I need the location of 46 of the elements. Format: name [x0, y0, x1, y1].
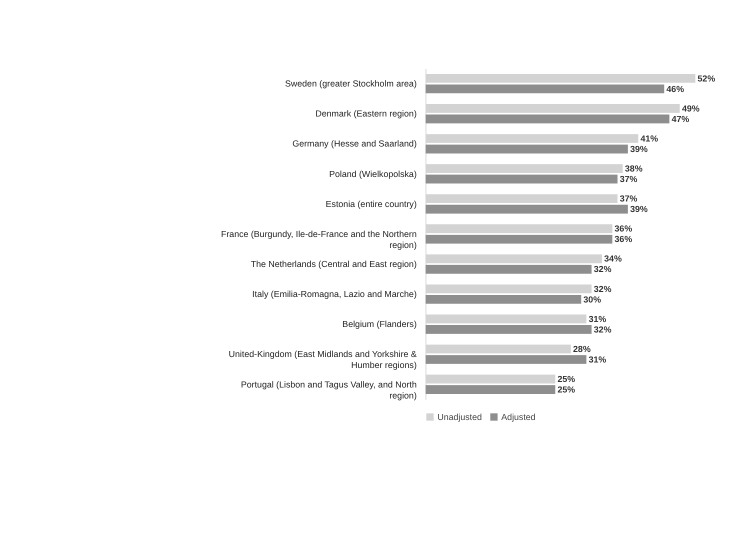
data-label: 36%: [614, 224, 632, 234]
legend-label: Unadjusted: [437, 412, 482, 422]
data-label: 34%: [604, 254, 622, 264]
bar: [426, 294, 582, 304]
data-label: 47%: [672, 114, 690, 124]
bar: [426, 144, 628, 154]
data-label: 31%: [588, 314, 606, 324]
data-label: 31%: [588, 354, 606, 364]
data-label: 36%: [614, 234, 632, 244]
y-tick-label: Estonia (entire country): [326, 198, 417, 209]
bar: [426, 174, 618, 184]
y-tick-label: The Netherlands (Central and East region): [250, 258, 417, 269]
data-label: 49%: [682, 103, 700, 114]
data-label: 38%: [624, 164, 643, 174]
y-tick-label: Germany (Hesse and Saarland): [292, 138, 417, 149]
data-label: 37%: [620, 174, 638, 184]
data-label: 28%: [573, 344, 591, 354]
y-tick-label: United-Kingdom (East Midlands and Yorkshire & Humber regions): [228, 349, 417, 370]
data-label: 32%: [594, 264, 612, 274]
data-label: 32%: [594, 324, 612, 334]
y-tick-label: Italy (Emilia-Romagna, Lazio and Marche): [252, 289, 417, 300]
data-label: 32%: [594, 284, 612, 294]
data-label: 52%: [698, 73, 716, 84]
data-label: 30%: [583, 294, 602, 304]
bar: [426, 385, 556, 394]
data-label: 25%: [557, 374, 576, 384]
y-tick-label: Poland (Wielkopolska): [329, 168, 417, 179]
data-label: 46%: [666, 84, 684, 94]
bar: [426, 234, 612, 244]
y-tick-label: France (Burgundy, Ile-de-France and the Northern region): [220, 228, 417, 250]
data-label: 25%: [557, 384, 576, 395]
data-label: 37%: [620, 194, 638, 204]
bar: [426, 325, 592, 334]
y-tick-label: Sweden (greater Stockholm area): [285, 78, 417, 89]
y-tick-label: Belgium (Flanders): [342, 319, 417, 330]
bar: [426, 355, 586, 364]
data-label: 39%: [630, 144, 648, 154]
bar: [426, 114, 670, 124]
data-label: 41%: [640, 133, 658, 144]
y-tick-label: Portugal (Lisbon and Tagus Valley, and North region): [240, 379, 417, 400]
bar: [426, 84, 664, 94]
bar: [426, 204, 628, 214]
legend-label: Adjusted: [501, 412, 536, 422]
bar: [426, 264, 592, 274]
y-tick-label: Denmark (Eastern region): [315, 108, 417, 119]
data-label: 39%: [630, 204, 648, 214]
